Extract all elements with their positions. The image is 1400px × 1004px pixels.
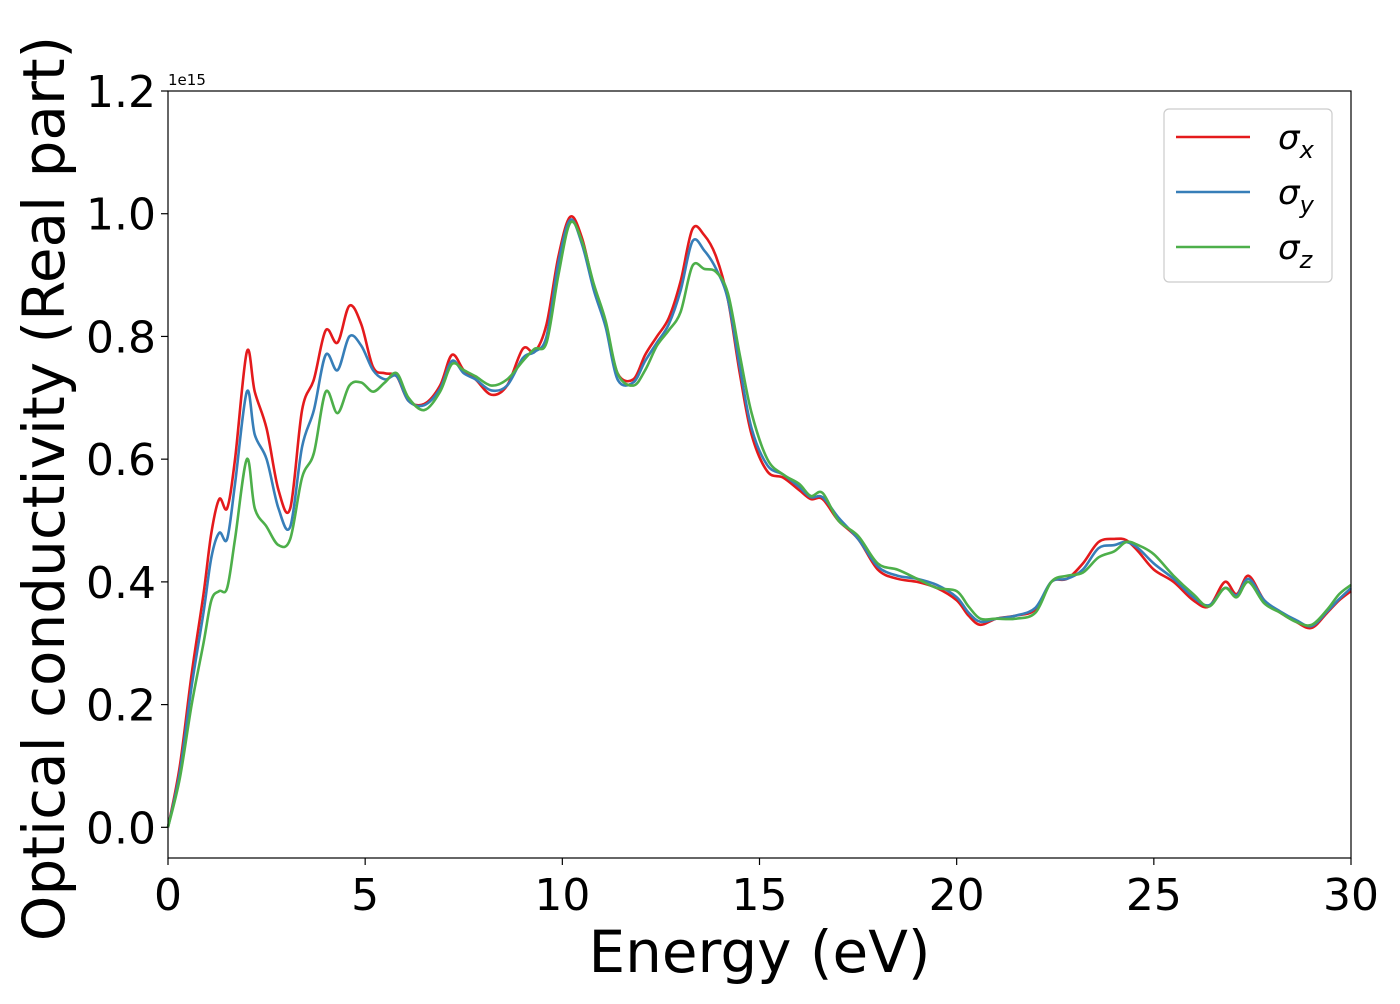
- x-axis-label: Energy (eV): [588, 918, 930, 986]
- y-tick-label: 0.4: [86, 558, 156, 609]
- plot-lines: [166, 215, 1352, 828]
- y-axis-ticks: 0.0 0.2 0.4 0.6 0.8 1.0 1.2: [86, 67, 168, 854]
- legend-symbol: σ: [1278, 228, 1301, 268]
- series-line-x: [166, 215, 1352, 828]
- series-line-z: [166, 220, 1352, 828]
- x-axis-ticks: 0 5 10 15 20 25 30: [154, 858, 1379, 921]
- legend-symbol: σ: [1278, 173, 1301, 213]
- x-tick-label: 20: [929, 870, 985, 921]
- x-tick-label: 10: [534, 870, 590, 921]
- legend-box: [1163, 108, 1333, 283]
- legend-subscript: x: [1299, 136, 1315, 164]
- y-tick-label: 0.8: [86, 312, 156, 363]
- legend-label-x: σx: [1278, 118, 1315, 164]
- x-tick-label: 25: [1126, 870, 1182, 921]
- y-tick-label: 1.2: [86, 67, 156, 118]
- y-tick-label: 0.0: [86, 803, 156, 854]
- x-tick-label: 30: [1323, 870, 1379, 921]
- series-line-y: [166, 218, 1352, 828]
- legend-subscript: y: [1299, 191, 1315, 219]
- x-tick-label: 5: [351, 870, 379, 921]
- y-tick-label: 1.0: [86, 190, 156, 241]
- y-axis-offset-text: 1e15: [168, 71, 206, 89]
- x-tick-label: 0: [154, 870, 182, 921]
- x-tick-label: 15: [732, 870, 788, 921]
- y-tick-label: 0.6: [86, 435, 156, 486]
- legend-symbol: σ: [1278, 118, 1301, 158]
- legend-subscript: z: [1299, 246, 1314, 274]
- y-tick-label: 0.2: [86, 681, 156, 732]
- y-axis-label: Optical conductivity (Real part): [10, 36, 78, 941]
- legend-label-z: σz: [1278, 228, 1314, 274]
- legend-label-y: σy: [1278, 173, 1315, 219]
